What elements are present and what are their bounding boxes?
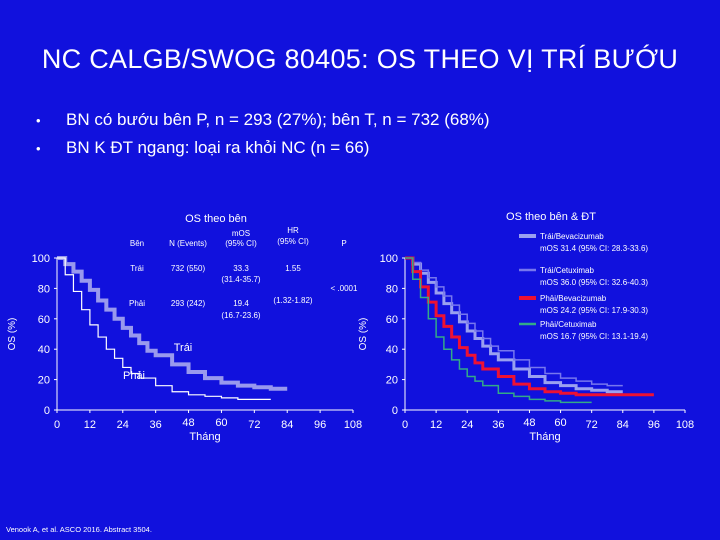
x-tick-label: 0 [402,419,408,431]
table-cell: < .0001 [331,284,358,293]
x-tick-label: 96 [314,419,326,431]
legend-label: Phải/Cetuximab [540,320,597,329]
table-cell: 293 (242) [171,299,206,308]
table-cell: (31.4-35.7) [221,275,260,284]
km-curve-phai [57,257,271,400]
table-cell: (16.7-23.6) [221,311,260,320]
table-header: Bên [130,239,144,248]
bullet-dot-icon: • [36,113,41,128]
legend-detail: mOS 16.7 (95% CI: 13.1-19.4) [540,332,648,341]
legend-detail: mOS 36.0 (95% CI: 32.6-40.3) [540,278,648,287]
km-curve-trai-cet [405,257,623,387]
bullet-item: • BN K ĐT ngang: loại ra khỏi NC (n = 66… [36,138,490,166]
table-header: (95% CI) [277,237,309,246]
table-cell: 732 (550) [171,264,206,273]
chart-title: OS theo bên [185,213,247,225]
km-curve-trai-bev [405,256,623,394]
x-tick-label: 108 [676,419,694,431]
y-tick-label: 60 [38,314,50,326]
y-tick-label: 80 [38,283,50,295]
table-header: P [341,239,346,248]
x-tick-label: 36 [150,419,162,431]
x-axis-title: Tháng [529,431,560,443]
bullet-list: • BN có bướu bên P, n = 293 (27%); bên T… [36,110,490,166]
y-axis-title: OS (%) [7,318,18,351]
y-tick-label: 40 [38,344,50,356]
bullet-item: • BN có bướu bên P, n = 293 (27%); bên T… [36,110,490,138]
y-tick-label: 0 [44,405,50,417]
y-tick-label: 40 [386,344,398,356]
x-tick-label: 36 [492,419,504,431]
chart-os-by-side-and-treatment: 0 20 40 60 80 100 0 12 24 36 48 60 72 84 96 108 Tháng OS … [358,211,694,443]
y-axis-title: OS (%) [358,318,369,351]
x-tick-label: 48 [523,417,535,429]
legend-label: Trái/Cetuximab [540,266,594,275]
x-tick-label: 72 [248,419,260,431]
y-tick-label: 60 [386,314,398,326]
x-tick-label: 96 [648,419,660,431]
bullet-dot-icon: • [36,141,41,156]
x-tick-label: 24 [461,419,473,431]
x-tick-label: 48 [182,417,194,429]
bullet-text: BN có bướu bên P, n = 293 (27%); bên T, … [66,110,490,129]
table-cell: (1.32-1.82) [273,296,312,305]
km-curve-phai-cet [405,257,592,404]
legend-detail: mOS 24.2 (95% CI: 17.9-30.3) [540,306,648,315]
table-header: mOS [232,229,250,238]
table-header: N (Events) [169,239,207,248]
x-tick-label: 60 [554,417,566,429]
curve-label-trai: Trái [174,342,193,354]
chart-title: OS theo bên & ĐT [506,211,596,223]
km-curve-trai [57,256,288,391]
x-tick-label: 84 [281,419,293,431]
x-tick-label: 12 [84,419,96,431]
chart-os-by-side: 0 20 40 60 80 100 0 12 24 36 48 60 72 84 96 108 Tháng OS … [7,213,362,443]
curve-label-phai: Phải [123,370,145,382]
x-tick-label: 0 [54,419,60,431]
legend-detail: mOS 31.4 (95% CI: 28.3-33.6) [540,244,648,253]
x-tick-label: 84 [617,419,629,431]
table-cell: 1.55 [285,264,301,273]
x-axis-title: Tháng [189,431,220,443]
y-tick-label: 100 [32,253,50,265]
table-cell: 19.4 [233,299,249,308]
x-tick-label: 24 [117,419,129,431]
table-cell: Trái [130,264,144,273]
table-header: (95% CI) [225,239,257,248]
table-cell: Phải [129,299,145,308]
y-tick-label: 80 [386,283,398,295]
y-tick-label: 0 [392,405,398,417]
legend-label: Trái/Bevacizumab [540,232,604,241]
y-tick-label: 20 [38,375,50,387]
x-tick-label: 72 [586,419,598,431]
legend-label: Phải/Bevacizumab [540,294,607,303]
bullet-text: BN K ĐT ngang: loại ra khỏi NC (n = 66) [66,138,370,157]
slide-title: NC CALGB/SWOG 80405: OS THEO VỊ TRÍ BƯỚU [41,44,679,74]
y-tick-label: 20 [386,375,398,387]
x-tick-label: 12 [430,419,442,431]
x-tick-label: 60 [215,417,227,429]
table-header: HR [287,226,299,235]
y-tick-label: 100 [380,253,398,265]
table-cell: 33.3 [233,264,249,273]
footnote-citation: Venook A, et al. ASCO 2016. Abstract 350… [6,525,152,534]
x-tick-label: 108 [344,419,362,431]
